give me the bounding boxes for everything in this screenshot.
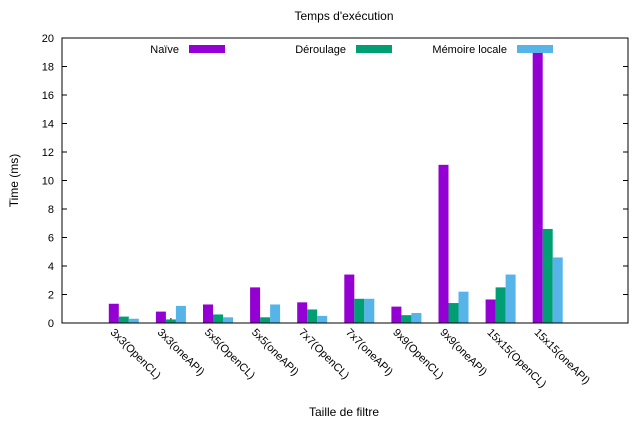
bar — [542, 228, 553, 323]
legend-swatch — [356, 45, 392, 53]
bar — [532, 52, 543, 323]
x-tick-label: 3x3(oneAPI) — [155, 327, 207, 379]
bar — [155, 311, 166, 323]
bar — [344, 274, 355, 323]
chart-title: Temps d'exécution — [294, 9, 393, 23]
y-tick-label: 2 — [48, 290, 54, 302]
bar — [485, 299, 496, 323]
legend-swatch — [517, 45, 553, 53]
bar — [270, 304, 281, 323]
y-tick-label: 18 — [42, 62, 54, 74]
legend-label: Mémoire locale — [432, 44, 507, 56]
x-tick-label: 7x7(oneAPI) — [343, 327, 395, 379]
bar — [108, 303, 119, 323]
y-tick-label: 14 — [42, 119, 54, 131]
bar — [411, 313, 422, 323]
y-tick-label: 4 — [48, 261, 54, 273]
bar — [260, 317, 271, 323]
bar — [354, 298, 365, 323]
bar — [448, 303, 459, 323]
bar — [495, 287, 506, 323]
bar — [250, 287, 261, 323]
legend-swatch — [189, 45, 225, 53]
bar — [364, 298, 375, 323]
bar — [175, 305, 186, 323]
legend: Naïve Déroulage Mémoire locale — [150, 44, 553, 56]
y-tick-label: 12 — [42, 147, 54, 159]
y-tick-label: 10 — [42, 176, 54, 188]
bar — [505, 274, 516, 323]
x-tick-label: 5x5(oneAPI) — [249, 327, 301, 379]
y-tick-label: 6 — [48, 233, 54, 245]
bar — [118, 316, 129, 323]
x-axis-label: Taille de filtre — [309, 405, 379, 419]
y-tick-label: 20 — [42, 33, 54, 45]
bar-marks — [108, 52, 563, 323]
y-tick-label: 8 — [48, 204, 54, 216]
bar — [223, 317, 233, 323]
y-axis-label: Time (ms) — [7, 154, 21, 208]
bar — [391, 306, 402, 323]
bar — [307, 309, 318, 323]
legend-label: Déroulage — [295, 44, 346, 56]
y-tick-label: 0 — [48, 318, 54, 330]
bar — [297, 302, 308, 323]
bar — [317, 315, 328, 323]
plot-frame — [61, 37, 629, 324]
x-tick-label: 9x9(oneAPI) — [437, 327, 489, 379]
bar — [128, 318, 139, 323]
bar — [438, 164, 449, 323]
bar — [203, 304, 213, 323]
bar — [165, 319, 176, 323]
bar — [552, 257, 563, 323]
bar — [213, 314, 223, 323]
y-tick-label: 16 — [42, 90, 54, 102]
bar — [401, 315, 412, 323]
legend-label: Naïve — [150, 44, 179, 56]
bar — [458, 291, 469, 323]
